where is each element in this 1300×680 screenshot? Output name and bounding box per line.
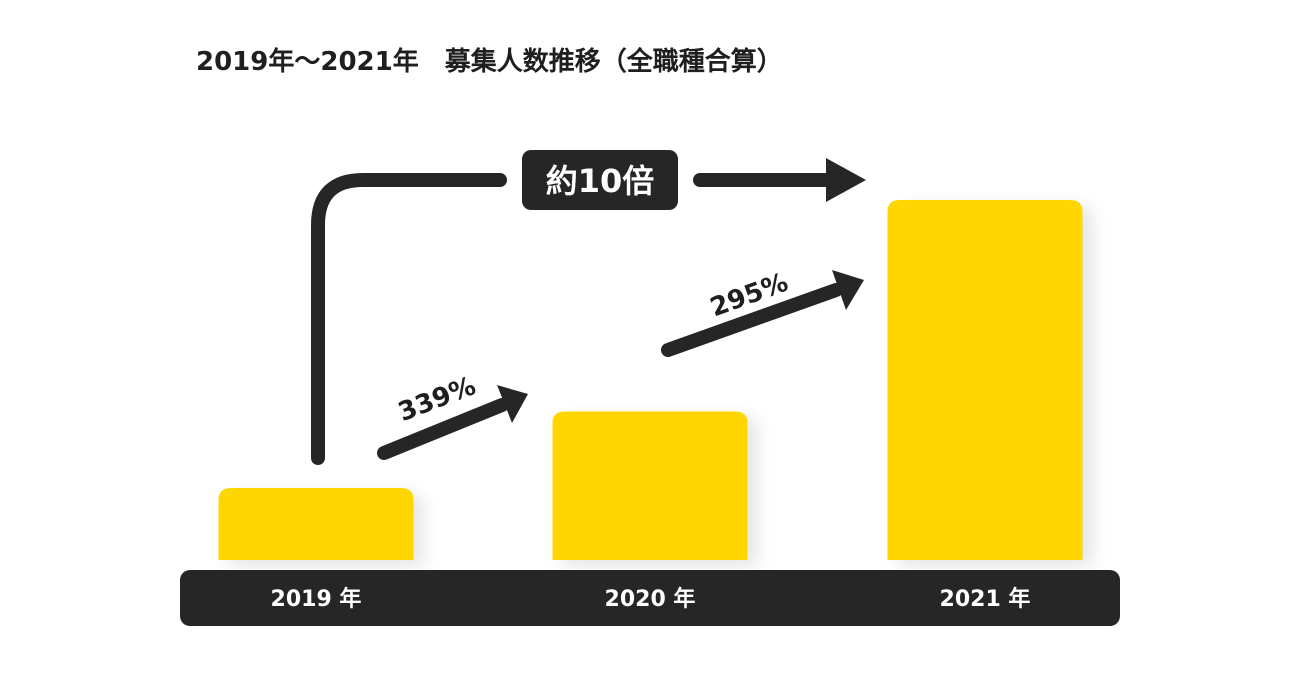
bar-1 — [218, 488, 414, 560]
x-axis-ticks: 2019 年 2020 年 2021 年 — [271, 586, 1031, 612]
chart-title: 2019年〜2021年 募集人数推移（全職種合算） — [196, 46, 783, 77]
overall-growth-label: 約10倍 — [546, 162, 655, 200]
bar-2 — [552, 411, 748, 560]
growth-arrow-2020-2021-head — [832, 270, 864, 310]
x-tick-label-1: 2019 年 — [271, 586, 362, 612]
bar-3 — [887, 200, 1083, 560]
x-tick-label-2: 2020 年 — [605, 586, 696, 612]
x-tick-label-3: 2021 年 — [940, 586, 1031, 612]
bars-group — [218, 200, 1083, 560]
overall-arrow-left-segment — [311, 173, 507, 465]
growth-arrow-2019-2020-head — [497, 385, 528, 423]
growth-arrow-2020-2021 — [661, 283, 843, 357]
x-axis-band — [180, 570, 1120, 626]
growth-arrow-2019-2020 — [377, 398, 509, 460]
overall-arrow-head — [826, 158, 866, 202]
overall-growth-badge — [522, 150, 678, 210]
